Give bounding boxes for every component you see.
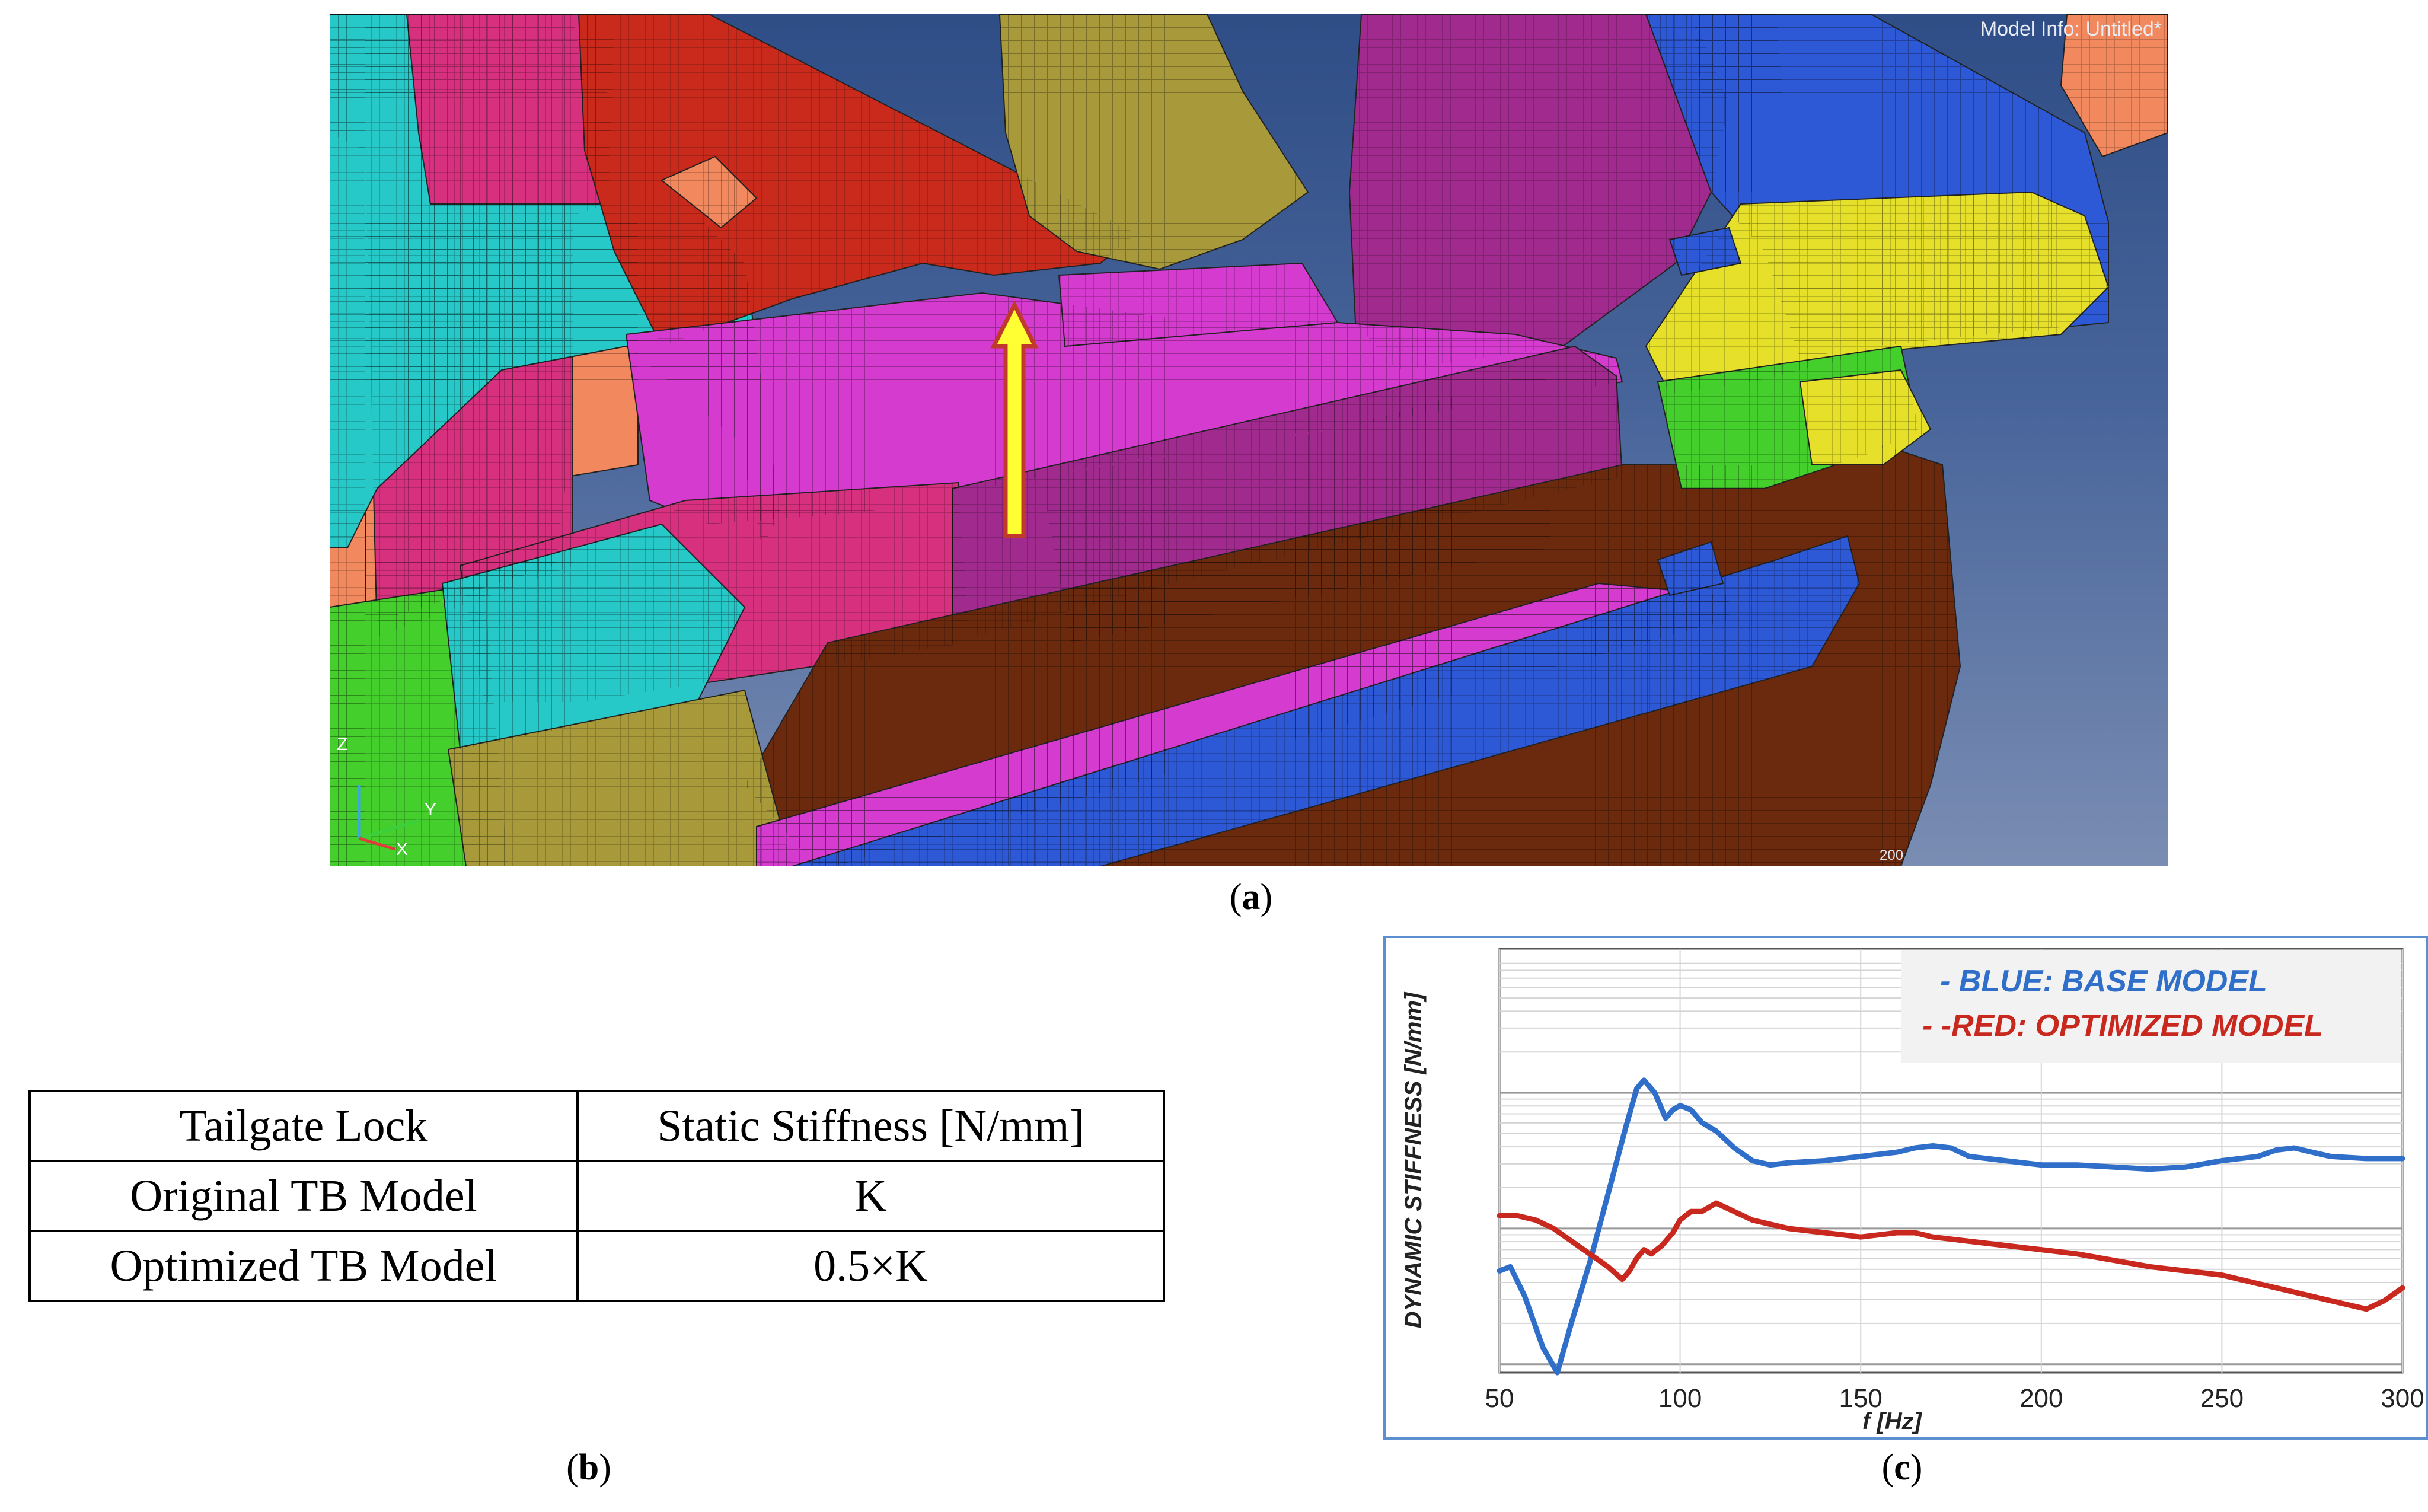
axis-y-label: Y <box>425 800 437 819</box>
table-header-row: Tailgate Lock Static Stiffness [N/mm] <box>28 1090 1165 1162</box>
x-tick-label: 50 <box>1485 1384 1514 1413</box>
series-lines <box>1497 1077 2405 1376</box>
x-tick-label: 300 <box>2381 1384 2424 1413</box>
table-row: Optimized TB Model 0.5×K <box>28 1230 1165 1302</box>
scale-label: 200 <box>1880 847 1904 863</box>
mesh-olive <box>448 690 792 866</box>
model-info-label: Model Info: Untitled* <box>1980 18 2162 40</box>
caption-b: (b) <box>566 1447 611 1488</box>
axis-z-label: Z <box>337 735 348 754</box>
mesh-cyan <box>442 524 745 749</box>
mesh-salmon <box>2061 14 2168 157</box>
caption-a: (a) <box>1229 877 1273 917</box>
table-row: Original TB Model K <box>28 1160 1165 1232</box>
dynamic-stiffness-chart: - BLUE: BASE MODEL - -RED: OPTIMIZED MOD… <box>1383 936 2428 1440</box>
series-line-1 <box>1497 1200 2405 1312</box>
row-value: K <box>576 1160 1165 1232</box>
x-tick-labels: 50 100 150 200 250 300 <box>1485 1384 2424 1413</box>
chart-svg: - BLUE: BASE MODEL - -RED: OPTIMIZED MOD… <box>1400 948 2424 1434</box>
legend-base-model: - BLUE: BASE MODEL <box>1940 964 2267 999</box>
mesh-yellow <box>1646 192 2108 394</box>
caption-c: (c) <box>1881 1447 1923 1488</box>
y-axis-label: DYNAMIC STIFFNESS [N/mm] <box>1400 991 1427 1328</box>
fe-model-render <box>330 14 2168 866</box>
header-static-stiffness: Static Stiffness [N/mm] <box>576 1090 1165 1162</box>
series-line-0 <box>1497 1077 2405 1376</box>
mesh-magenta <box>1059 263 1338 346</box>
load-arrow-icon <box>990 300 1039 538</box>
row-label: Optimized TB Model <box>28 1230 579 1302</box>
mesh-magenta <box>626 293 1622 524</box>
mesh-salmon <box>662 157 757 228</box>
mesh-purple <box>952 346 1622 643</box>
mesh-blue <box>792 536 1859 866</box>
mesh-purple <box>1349 14 1729 370</box>
mesh-yellow <box>1800 370 1931 465</box>
mesh-blue <box>1658 542 1723 595</box>
axis-x-label: X <box>396 840 409 859</box>
mesh-overlay <box>330 14 2168 866</box>
mesh-blue <box>1670 228 1741 275</box>
x-axis-label: f [Hz] <box>1862 1408 1923 1434</box>
row-value: 0.5×K <box>576 1230 1165 1302</box>
mesh-olive <box>1000 14 1308 269</box>
mesh-red <box>579 14 1136 346</box>
legend-optimized-model: - -RED: OPTIMIZED MODEL <box>1922 1009 2323 1043</box>
mesh-cyan <box>330 14 780 548</box>
x-tick-label: 250 <box>2200 1384 2244 1413</box>
static-stiffness-table: Tailgate Lock Static Stiffness [N/mm] Or… <box>28 1090 1165 1302</box>
row-label: Original TB Model <box>28 1160 579 1232</box>
x-tick-label: 150 <box>1839 1384 1882 1413</box>
x-tick-label: 200 <box>2019 1384 2063 1413</box>
model-viewport[interactable]: Model Info: Untitled* 200 Z Y X <box>330 14 2168 866</box>
header-tailgate-lock: Tailgate Lock <box>28 1090 579 1162</box>
x-tick-label: 100 <box>1658 1384 1702 1413</box>
axis-triad-icon <box>347 773 425 851</box>
legend-box <box>1901 950 2401 1063</box>
